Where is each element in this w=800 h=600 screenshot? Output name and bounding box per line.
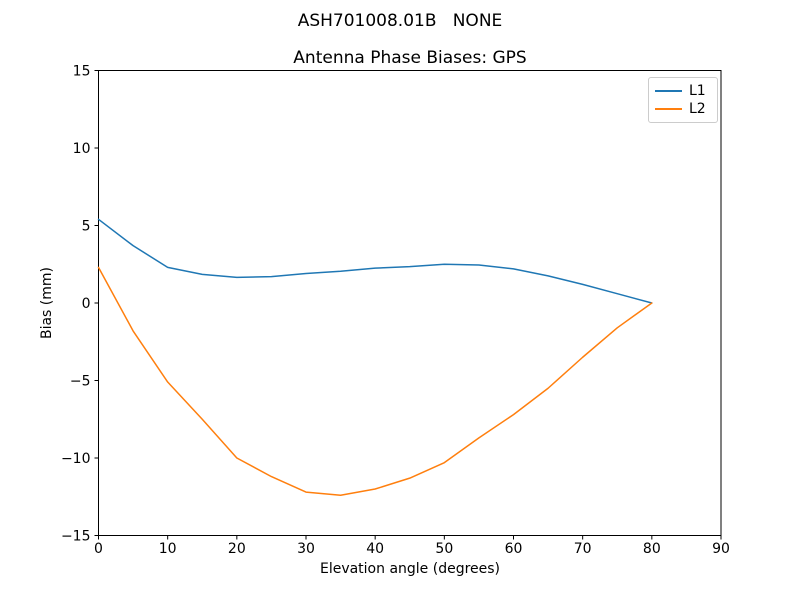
- legend-item-l2: L2: [655, 102, 711, 116]
- l2-line: [97, 266, 653, 496]
- x-tick-label: 30: [297, 541, 315, 557]
- x-tick-label: 40: [366, 541, 384, 557]
- y-tick-label: 15: [73, 64, 91, 80]
- legend: L1 L2: [648, 77, 718, 123]
- legend-label-l1: L1: [689, 83, 706, 99]
- y-tick-label: −15: [61, 529, 91, 545]
- y-tick-label: 0: [82, 296, 91, 312]
- axes-spines: [98, 70, 722, 536]
- figure-suptitle: ASH701008.01B NONE: [297, 11, 503, 31]
- legend-label-l2: L2: [689, 101, 706, 117]
- l1-line: [97, 218, 653, 304]
- x-tick-label: 60: [505, 541, 523, 557]
- x-tick-label: 80: [643, 541, 661, 557]
- x-tick-label: 0: [94, 541, 103, 557]
- x-axis-label: Elevation angle (degrees): [319, 561, 501, 577]
- y-tick-label: 10: [73, 141, 91, 157]
- x-tick-label: 70: [574, 541, 592, 557]
- y-tick-label: −5: [70, 374, 91, 390]
- y-tick-label: 5: [82, 219, 91, 235]
- y-axis-label: Bias (mm): [39, 266, 55, 340]
- x-tick-label: 90: [712, 541, 730, 557]
- legend-item-l1: L1: [655, 84, 711, 98]
- x-tick-label: 20: [228, 541, 246, 557]
- chart-title: Antenna Phase Biases: GPS: [293, 48, 527, 68]
- x-tick-label: 10: [159, 541, 177, 557]
- x-tick-label: 50: [435, 541, 453, 557]
- l2-line-swatch: [655, 108, 682, 110]
- l1-line-swatch: [655, 90, 682, 92]
- y-tick-label: −10: [61, 451, 91, 467]
